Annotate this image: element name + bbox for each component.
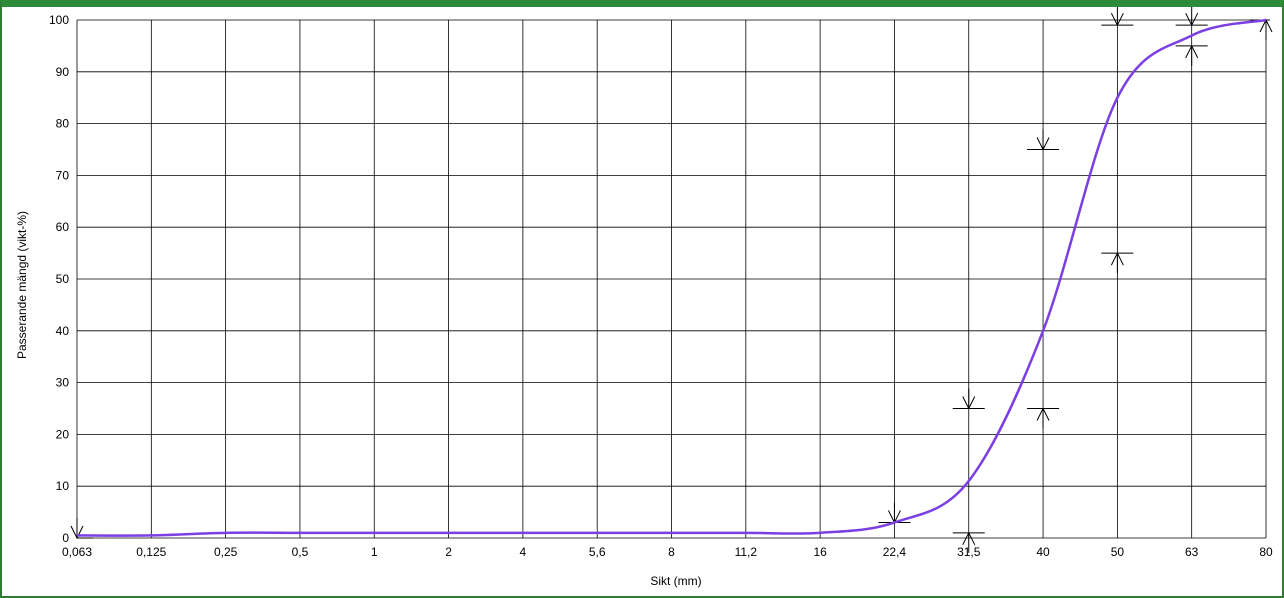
x-axis-label: Sikt (mm) — [650, 574, 701, 588]
x-tick-label: 1 — [371, 545, 378, 559]
grid — [76, 19, 1267, 539]
limit-marker-arrow — [1185, 44, 1199, 59]
y-tick-label: 0 — [62, 531, 69, 545]
y-tick-label: 90 — [56, 65, 70, 79]
limit-marker-arrow — [1185, 12, 1199, 27]
x-tick-label: 8 — [668, 545, 675, 559]
limit-marker-arrow — [1110, 12, 1124, 27]
limit-marker — [1101, 251, 1134, 274]
limit-marker — [952, 388, 985, 410]
y-tick-label: 60 — [56, 220, 70, 234]
x-tick-label: 0,25 — [214, 545, 238, 559]
y-tick-label: 30 — [56, 376, 70, 390]
x-tick-label: 0,5 — [292, 545, 309, 559]
limit-marker-arrow — [962, 531, 976, 546]
limit-marker-arrow — [70, 525, 84, 540]
limit-marker — [952, 531, 985, 553]
limit-marker-arrow — [1110, 251, 1124, 266]
x-tick-label: 63 — [1185, 545, 1199, 559]
x-tick-label: 50 — [1111, 545, 1125, 559]
series-line — [76, 18, 1267, 537]
limit-marker — [1175, 7, 1208, 27]
y-tick-labels: 0 10 20 30 40 50 60 70 80 90 100 — [49, 13, 69, 545]
limit-marker-arrow — [1036, 407, 1050, 421]
y-axis-label: Passerande mängd (vikt-%) — [15, 211, 29, 359]
x-tick-label: 0,125 — [136, 545, 166, 559]
limit-marker — [1101, 7, 1134, 27]
y-tick-label: 40 — [56, 324, 70, 338]
limit-marker — [1027, 129, 1060, 151]
limit-marker — [1250, 18, 1273, 40]
x-tick-label: 0,063 — [62, 545, 92, 559]
x-tick-label: 5,6 — [589, 545, 606, 559]
x-tick-label: 2 — [445, 545, 452, 559]
limit-marker-arrow — [962, 396, 976, 410]
y-tick-label: 100 — [49, 13, 69, 27]
x-tick-label: 11,2 — [735, 545, 758, 559]
y-tick-label: 10 — [56, 479, 70, 493]
x-tick-label: 16 — [813, 545, 827, 559]
limit-marker-arrow — [1036, 137, 1050, 151]
grading-curve-chart: 0,063 0,125 0,25 0,5 1 2 4 5,6 8 11,2 16 22,4 31,5 40… — [15, 7, 1273, 588]
y-tick-label: 70 — [56, 168, 70, 182]
x-tick-label: 40 — [1036, 545, 1050, 559]
y-tick-label: 50 — [56, 272, 70, 286]
y-tick-label: 20 — [56, 427, 70, 441]
y-tick-label: 80 — [56, 117, 70, 131]
series-lines — [76, 18, 1267, 537]
x-tick-labels: 0,063 0,125 0,25 0,5 1 2 4 5,6 8 11,2 16 22,4 31,5 40… — [62, 545, 1273, 559]
x-tick-label: 80 — [1259, 545, 1273, 559]
x-tick-label: 22,4 — [883, 545, 907, 559]
limit-marker — [1175, 44, 1208, 66]
limit-marker — [1027, 407, 1060, 429]
x-tick-label: 4 — [520, 545, 527, 559]
